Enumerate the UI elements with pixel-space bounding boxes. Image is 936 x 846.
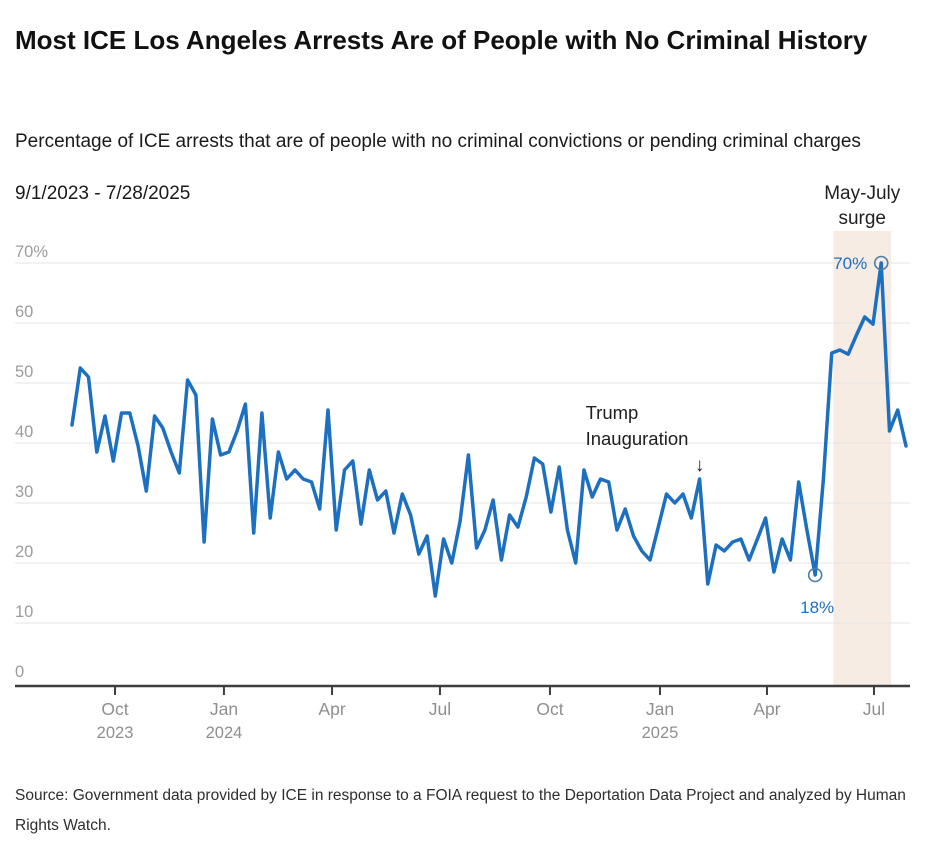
point-label-70: 70%: [833, 254, 867, 273]
x-tick-label: Oct: [536, 699, 563, 719]
data-line: [70, 261, 908, 598]
surge-band: [833, 231, 892, 686]
source-note: Source: Government data provided by ICE …: [15, 787, 906, 834]
inauguration-label-line2: Inauguration: [586, 428, 689, 449]
y-axis-label: 0: [15, 663, 24, 681]
x-tick-label: Oct: [101, 699, 128, 719]
y-axis-label: 20: [15, 543, 33, 561]
point-marker-18: [807, 567, 823, 583]
date-range: 9/1/2023 - 7/28/2025: [15, 183, 191, 204]
x-tick-year-label: 2023: [97, 724, 134, 742]
x-tick-label: Jul: [429, 699, 451, 719]
inauguration-label-line1: Trump: [586, 402, 639, 423]
x-tick-year-label: 2025: [642, 724, 679, 742]
x-tick-label: Apr: [753, 699, 780, 719]
point-label-18: 18%: [800, 598, 834, 617]
y-axis-label: 30: [15, 483, 33, 501]
inauguration-arrow-icon: ↓: [695, 455, 705, 476]
y-axis-label: 50: [15, 363, 33, 381]
y-axis-label: 70%: [15, 243, 48, 261]
x-tick-label: Jul: [863, 699, 885, 719]
point-marker-70: [873, 255, 889, 271]
chart-area: 70% 60 50 40 30 20 10 0 Oct 2023 Jan 2024 Apr Jul Oct J…: [0, 175, 936, 760]
x-tick-year-label: 2024: [206, 724, 243, 742]
x-tick-label: Apr: [318, 699, 345, 719]
surge-label-line2: surge: [838, 208, 886, 229]
x-tick-label: Jan: [646, 699, 674, 719]
y-axis-label: 10: [15, 603, 33, 621]
surge-label-line1: May-July: [824, 183, 901, 204]
y-axis-label: 60: [15, 303, 33, 321]
x-tick-label: Jan: [210, 699, 238, 719]
page-title: Most ICE Los Angeles Arrests Are of Peop…: [15, 25, 868, 55]
y-axis-label: 40: [15, 423, 33, 441]
chart-subtitle: Percentage of ICE arrests that are of pe…: [15, 131, 861, 152]
line-chart: 70% 60 50 40 30 20 10 0 Oct 2023 Jan 2024 Apr Jul Oct J…: [15, 183, 910, 742]
